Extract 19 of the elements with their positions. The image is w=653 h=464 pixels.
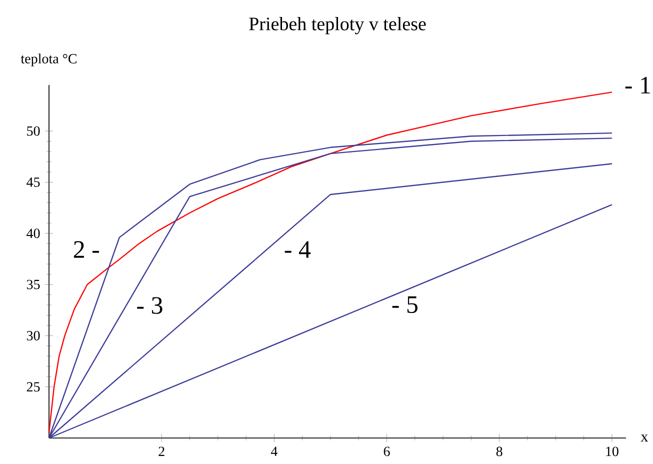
y-tick-label: 30	[26, 330, 40, 340]
y-tick-label: 50	[27, 126, 40, 136]
series-label: - 4	[284, 241, 311, 258]
y-tick-label: 45	[26, 178, 40, 187]
x-tick-label: 2	[158, 446, 164, 456]
series-label: - 5	[392, 296, 418, 314]
x-tick-label: 6	[384, 446, 390, 456]
y-tick-label: 25	[26, 382, 40, 392]
chart-title: Priebeh teploty v telese	[249, 16, 426, 34]
series-label: - 3	[137, 297, 162, 314]
series-label: 2 -	[74, 241, 100, 258]
x-tick-label: 8	[496, 446, 502, 456]
x-tick-label: 10	[606, 446, 618, 456]
series-label: - 1	[625, 76, 650, 94]
x-tick-label: 4	[270, 446, 278, 456]
y-axis-title: teplota °C	[20, 54, 76, 66]
y-tick-label: 35	[26, 280, 40, 290]
x-axis-title: x	[640, 434, 648, 442]
y-tick-label: 40	[26, 228, 40, 238]
